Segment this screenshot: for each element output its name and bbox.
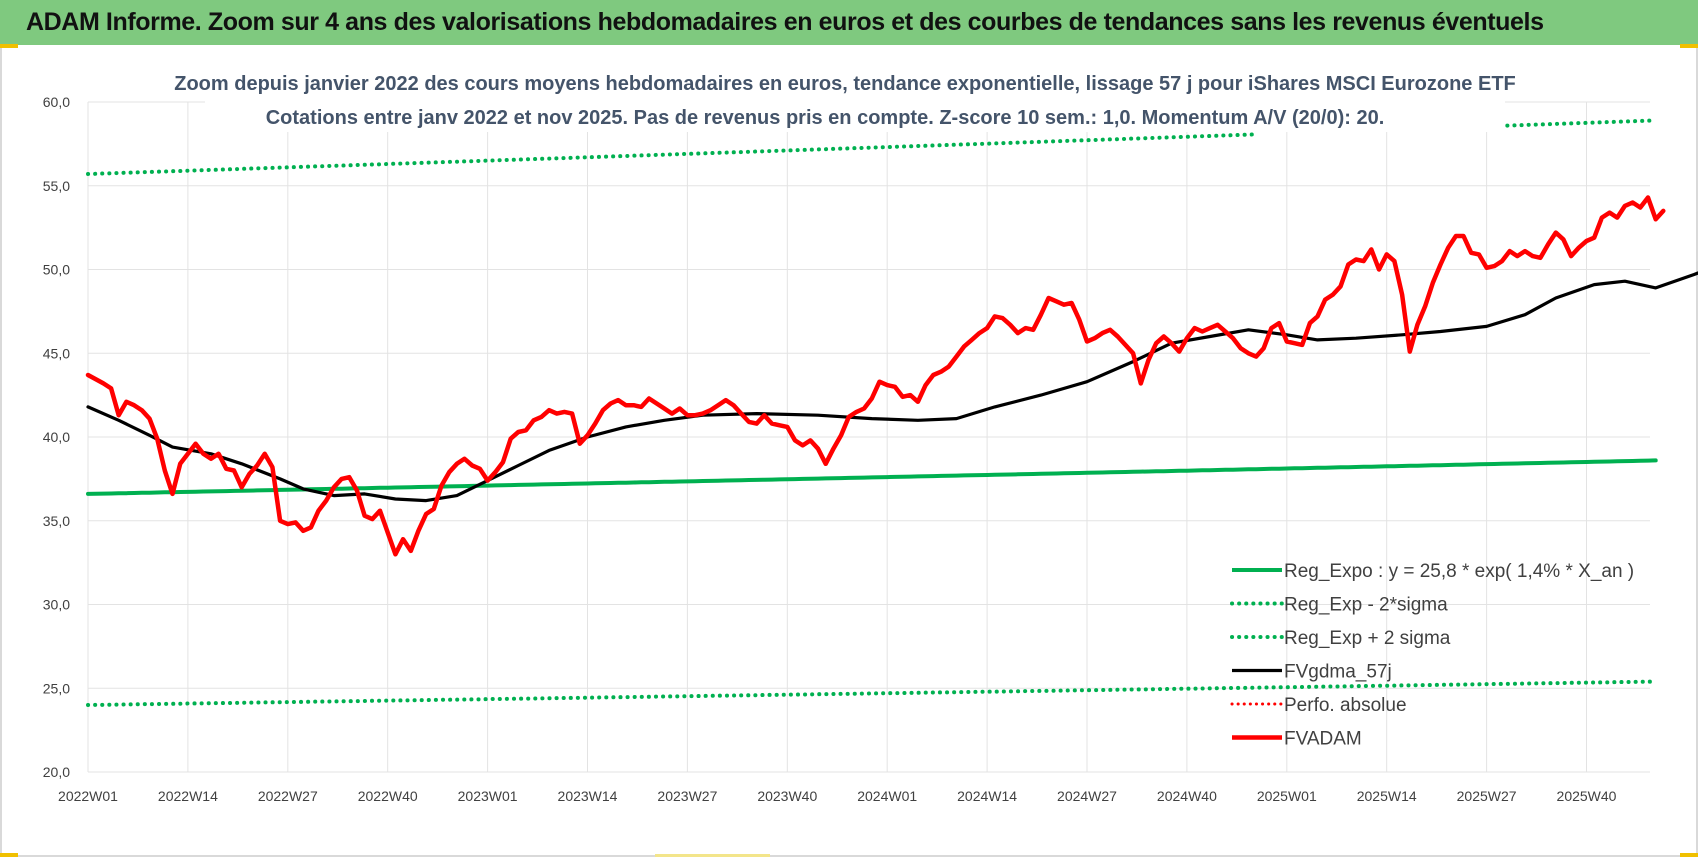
y-tick-label: 20,0 bbox=[43, 764, 70, 780]
x-tick-label: 2022W27 bbox=[258, 788, 318, 804]
bottom-accent-bar bbox=[655, 854, 770, 857]
chart-subtitle-line2: Cotations entre janv 2022 et nov 2025. P… bbox=[266, 107, 1385, 129]
x-tick-label: 2022W14 bbox=[158, 788, 218, 804]
header-banner: ADAM Informe. Zoom sur 4 ans des valoris… bbox=[0, 0, 1698, 45]
y-tick-label: 60,0 bbox=[43, 94, 70, 110]
chart-legend: Reg_Expo : y = 25,8 * exp( 1,4% * X_an )… bbox=[1230, 561, 1634, 750]
x-tick-label: 2024W14 bbox=[957, 788, 1017, 804]
x-tick-label: 2024W27 bbox=[1057, 788, 1117, 804]
legend-label-fvgdma: FVgdma_57j bbox=[1284, 662, 1392, 683]
chart-subtitle-line1: Zoom depuis janvier 2022 des cours moyen… bbox=[174, 73, 1516, 95]
x-tick-label: 2023W01 bbox=[458, 788, 518, 804]
series-layer bbox=[85, 118, 1698, 707]
x-tick-label: 2024W40 bbox=[1157, 788, 1217, 804]
x-tick-label: 2025W27 bbox=[1457, 788, 1517, 804]
x-tick-label: 2022W01 bbox=[58, 788, 118, 804]
x-tick-label: 2022W40 bbox=[358, 788, 418, 804]
x-tick-label: 2024W01 bbox=[857, 788, 917, 804]
y-tick-label: 45,0 bbox=[43, 345, 70, 361]
x-tick-label: 2023W40 bbox=[757, 788, 817, 804]
y-tick-label: 25,0 bbox=[43, 680, 70, 696]
x-axis-ticks: 2022W01 2022W14 2022W27 2022W40 2023W01 2023W… bbox=[58, 788, 1617, 804]
x-tick-label: 2023W27 bbox=[657, 788, 717, 804]
series-line-plus2 bbox=[86, 118, 1658, 176]
page-title: ADAM Informe. Zoom sur 4 ans des valoris… bbox=[26, 8, 1544, 36]
x-tick-label: 2025W01 bbox=[1257, 788, 1317, 804]
x-tick-label: 2025W14 bbox=[1357, 788, 1417, 804]
y-tick-label: 30,0 bbox=[43, 597, 70, 613]
corner-marker-tl bbox=[0, 44, 18, 48]
y-tick-label: 40,0 bbox=[43, 429, 70, 445]
y-tick-label: 55,0 bbox=[43, 178, 70, 194]
corner-marker-br bbox=[1680, 853, 1698, 857]
legend-label-perfo: Perfo. absolue bbox=[1284, 695, 1407, 716]
legend-label-reg: Reg_Expo : y = 25,8 * exp( 1,4% * X_an ) bbox=[1284, 561, 1634, 582]
series-line-minus2 bbox=[86, 679, 1658, 707]
y-tick-label: 50,0 bbox=[43, 262, 70, 278]
y-tick-label: 35,0 bbox=[43, 513, 70, 529]
legend-label-plus2: Reg_Exp + 2 sigma bbox=[1284, 628, 1451, 649]
y-axis-ticks: 20,0 25,0 30,0 35,0 40,0 45,0 50,0 55,0 60,0 bbox=[43, 94, 70, 780]
x-tick-label: 2023W14 bbox=[558, 788, 618, 804]
subtitle-background bbox=[205, 70, 1505, 132]
series-line-fvgdma bbox=[86, 271, 1698, 503]
series-line-reg bbox=[86, 458, 1658, 496]
corner-marker-tr bbox=[1680, 44, 1698, 48]
legend-label-fvadam: FVADAM bbox=[1284, 729, 1362, 750]
series-line-fvadam bbox=[85, 195, 1666, 557]
gridlines bbox=[87, 101, 1650, 773]
corner-marker-bl bbox=[0, 853, 18, 857]
legend-label-minus2: Reg_Exp - 2*sigma bbox=[1284, 595, 1448, 616]
x-tick-label: 2025W40 bbox=[1557, 788, 1617, 804]
